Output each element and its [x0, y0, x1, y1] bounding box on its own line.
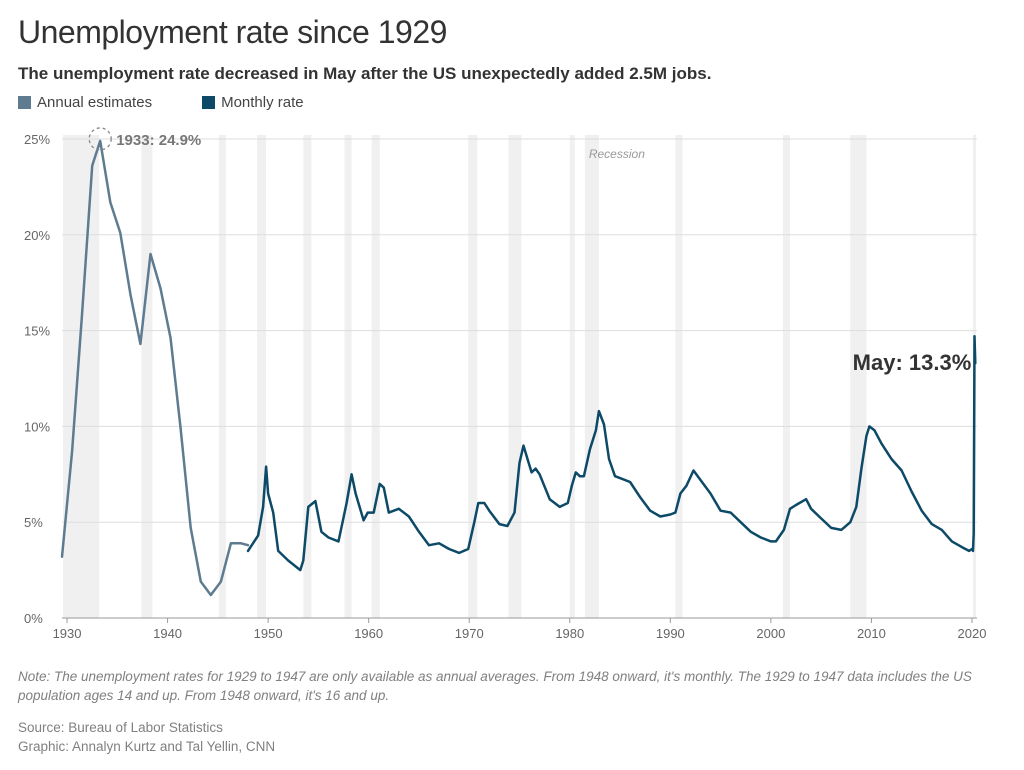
- recession-band: [141, 135, 153, 618]
- y-tick-label: 15%: [24, 324, 50, 339]
- recession-band: [584, 135, 599, 618]
- source-line: Source: Bureau of Labor Statistics: [18, 720, 223, 735]
- latest-value-annotation: May: 13.3%: [853, 350, 972, 375]
- y-tick-label: 25%: [24, 132, 50, 147]
- x-tick-label: 1980: [555, 626, 584, 640]
- y-tick-label: 5%: [24, 515, 43, 530]
- recession-band: [257, 135, 267, 618]
- recession-band: [850, 135, 867, 618]
- x-tick-label: 2010: [857, 626, 886, 640]
- x-tick-label: 1960: [354, 626, 383, 640]
- recession-band: [782, 135, 790, 618]
- gridlines: [62, 138, 977, 619]
- recession-band: [303, 135, 312, 618]
- series-line-monthly: [246, 335, 977, 572]
- series-line-annual: [60, 139, 250, 597]
- axes: 0% 5% 10% 15% 20% 25% 1930 1940 1950 1960 1970 1980…: [24, 132, 986, 640]
- recession-band: [371, 135, 380, 618]
- chart-title: Unemployment rate since 1929: [18, 14, 447, 50]
- recession-band: [63, 135, 100, 618]
- credits: Source: Bureau of Labor Statistics Graph…: [18, 718, 275, 756]
- legend-item-monthly: Monthly rate: [202, 94, 304, 111]
- graphic-credit: Graphic: Annalyn Kurtz and Tal Yellin, C…: [18, 739, 276, 754]
- recession-band: [218, 135, 226, 618]
- legend-swatch-annual: [18, 96, 31, 109]
- legend-label-annual: Annual estimates: [37, 94, 153, 111]
- data-series: [60, 139, 977, 597]
- y-tick-label: 20%: [24, 228, 50, 243]
- recession-band: [468, 135, 478, 618]
- legend-label-monthly: Monthly rate: [221, 94, 304, 111]
- chart-subtitle: The unemployment rate decreased in May a…: [18, 64, 712, 83]
- recession-bands: [63, 135, 976, 618]
- peak-annotation: 1933: 24.9%: [116, 132, 201, 149]
- legend-item-annual: Annual estimates: [18, 94, 152, 111]
- recession-band: [344, 135, 352, 618]
- line-chart: 0% 5% 10% 15% 20% 25% 1930 1940 1950 1960 1970 1980…: [24, 127, 986, 640]
- recession-band: [508, 135, 522, 618]
- x-tick-label: 1950: [254, 626, 283, 640]
- x-tick-label: 1930: [53, 626, 82, 640]
- y-tick-label: 10%: [24, 419, 50, 434]
- recession-label: Recession: [589, 147, 645, 161]
- x-tick-label: 1940: [153, 626, 182, 640]
- x-tick-label: 1990: [656, 626, 685, 640]
- recession-band: [675, 135, 683, 618]
- legend: Annual estimates Monthly rate: [18, 94, 304, 111]
- peak-marker-circle: [88, 127, 112, 151]
- chart-note: Note: The unemployment rates for 1929 to…: [18, 669, 972, 703]
- legend-swatch-monthly: [202, 96, 216, 109]
- recession-band: [569, 135, 575, 618]
- x-tick-label: 2000: [756, 626, 785, 640]
- y-tick-label: 0%: [24, 611, 43, 626]
- x-tick-label: 1970: [455, 626, 484, 640]
- annotations: 1933: 24.9% Recession May: 13.3%: [88, 127, 972, 375]
- x-tick-label: 2020: [958, 626, 987, 640]
